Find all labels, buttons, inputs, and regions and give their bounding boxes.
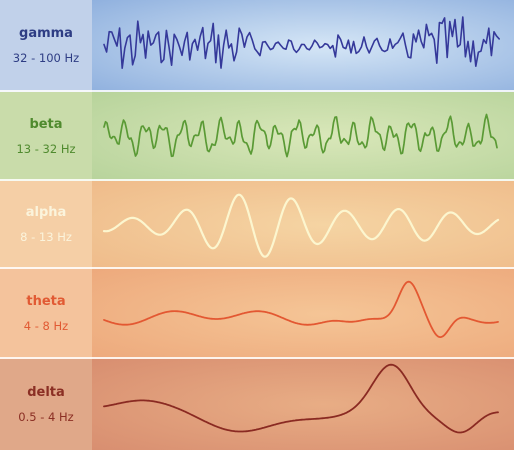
- band-divider: [0, 357, 514, 360]
- band-name-theta: theta: [26, 294, 66, 309]
- waveform-delta: [103, 363, 499, 434]
- band-label-alpha: alpha 8 - 13 Hz: [0, 181, 92, 269]
- band-theta: theta 4 - 8 Hz: [0, 269, 514, 359]
- band-name-delta: delta: [27, 384, 65, 400]
- band-label-beta: beta 13 - 32 Hz: [0, 92, 92, 181]
- waveform-theta: [103, 280, 499, 338]
- band-delta: delta 0.5 - 4 Hz: [0, 359, 514, 450]
- band-range-beta: 13 - 32 Hz: [16, 141, 76, 156]
- wave-area-theta: [92, 269, 514, 359]
- waveform-alpha: [102, 193, 500, 258]
- band-beta: beta 13 - 32 Hz: [0, 92, 514, 181]
- band-name-beta: beta: [29, 116, 63, 132]
- wave-area-beta: [92, 92, 514, 181]
- band-name-gamma: gamma: [19, 26, 73, 41]
- band-range-gamma: 32 - 100 Hz: [12, 51, 80, 65]
- waveform-gamma: [103, 16, 500, 69]
- wave-area-alpha: [92, 181, 514, 269]
- band-divider: [0, 267, 514, 270]
- band-label-theta: theta 4 - 8 Hz: [0, 269, 92, 359]
- band-divider: [0, 90, 514, 93]
- band-range-delta: 0.5 - 4 Hz: [18, 409, 74, 424]
- band-name-alpha: alpha: [25, 205, 67, 220]
- band-range-theta: 4 - 8 Hz: [23, 319, 69, 333]
- band-gamma: gamma 32 - 100 Hz: [0, 0, 514, 92]
- band-label-gamma: gamma 32 - 100 Hz: [0, 0, 92, 92]
- wave-area-gamma: [92, 0, 514, 92]
- wave-area-delta: [92, 359, 514, 450]
- band-divider: [0, 179, 514, 182]
- band-range-alpha: 8 - 13 Hz: [20, 230, 72, 244]
- band-alpha: alpha 8 - 13 Hz: [0, 181, 514, 269]
- band-label-delta: delta 0.5 - 4 Hz: [0, 359, 92, 450]
- waveform-beta: [103, 113, 498, 158]
